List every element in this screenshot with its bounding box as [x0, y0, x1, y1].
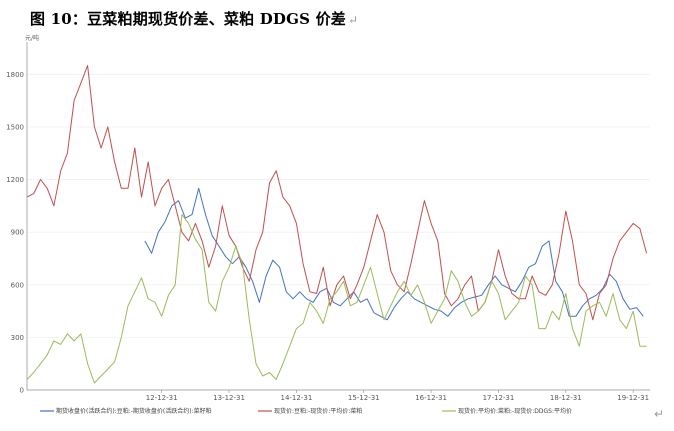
axes: [26, 42, 650, 391]
x-tick-label: 17-12-31: [483, 394, 515, 402]
legend: 期货收盘价(活跃合约):豆粕:-期货收盘价(活跃合约):菜籽粕 现货价:豆粕:-现…: [40, 407, 572, 415]
legend-label-1: 期货收盘价(活跃合约):豆粕:-期货收盘价(活跃合约):菜籽粕: [56, 407, 212, 415]
y-tick-label: 600: [11, 281, 24, 289]
y-tick-label: 1500: [6, 123, 24, 131]
x-tick-label: 13-12-31: [213, 394, 245, 402]
legend-label-2: 现货价:豆粕:-现货价:平均价:菜粕: [274, 407, 362, 415]
x-tick-label: 18-12-31: [550, 394, 582, 402]
x-tick-label: 14-12-31: [281, 394, 313, 402]
x-tick-label: 19-12-31: [617, 394, 649, 402]
series-line-3: [26, 214, 647, 384]
y-tick-label: 1800: [6, 71, 24, 79]
series-line-1: [144, 187, 644, 321]
return-mark: ↵: [348, 13, 359, 27]
y-tick-label: 1200: [6, 176, 24, 184]
x-axis-ticks: 12-12-31 13-12-31 14-12-31 15-12-31 16-12-31…: [146, 390, 649, 402]
chart-title: 图 10：豆菜粕期现货价差、菜粕 DDGS 价差 ↵: [30, 8, 358, 29]
y-unit-label: 元/吨: [25, 34, 39, 42]
series-line-2: [26, 65, 648, 321]
y-grid: [27, 74, 650, 338]
return-mark-bottom: ↵: [653, 407, 664, 421]
y-axis-ticks: 0 300 600 900 1200 1500 1800: [6, 71, 24, 395]
x-tick-label: 15-12-31: [348, 394, 380, 402]
x-tick-label: 12-12-31: [146, 394, 178, 402]
legend-label-3: 现货价:平均价:菜粕:-现货价:DDGS:平均价: [458, 407, 572, 415]
series-lines: [26, 65, 648, 384]
x-tick-label: 16-12-31: [415, 394, 447, 402]
chart-title-text: 图 10：豆菜粕期现货价差、菜粕 DDGS 价差: [30, 10, 347, 28]
y-tick-label: 900: [11, 229, 24, 237]
y-tick-label: 0: [20, 387, 24, 395]
y-tick-label: 300: [11, 334, 24, 342]
